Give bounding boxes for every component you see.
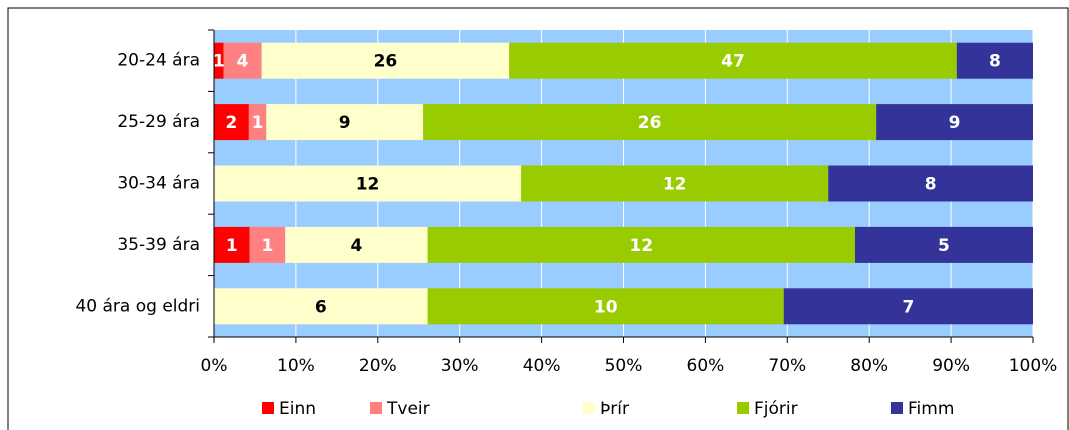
bar-segment [249, 226, 286, 263]
bar-segment [214, 104, 249, 141]
data-label: 1 [261, 236, 273, 256]
y-tick-label: 25-29 ára [117, 112, 200, 132]
data-label: 26 [638, 113, 662, 133]
bar-segment [854, 226, 1033, 263]
data-label: 1 [252, 113, 264, 133]
data-label: 12 [629, 236, 653, 256]
x-tick-label: 100% [1009, 356, 1058, 376]
legend-label: Fimm [908, 399, 954, 419]
legend-label: Tveir [386, 399, 430, 419]
x-tick-label: 60% [687, 356, 725, 376]
bar-segment [214, 165, 522, 202]
data-label: 8 [925, 175, 937, 195]
bar-segment [509, 42, 957, 79]
x-tick-label: 90% [932, 356, 970, 376]
bar-segment [783, 288, 1033, 325]
x-tick-label: 10% [277, 356, 315, 376]
data-label: 9 [949, 113, 961, 133]
x-tick-label: 20% [359, 356, 397, 376]
data-label: 7 [902, 297, 914, 317]
bar-segment [427, 288, 784, 325]
data-label: 12 [663, 175, 687, 195]
x-tick-label: 80% [850, 356, 888, 376]
legend-swatch [370, 402, 382, 414]
y-tick-label: 30-34 ára [117, 174, 200, 194]
y-tick-label: 20-24 ára [117, 51, 200, 71]
legend-label: Einn [279, 399, 316, 419]
data-label: 10 [594, 297, 618, 317]
x-tick-label: 70% [768, 356, 806, 376]
data-label: 4 [237, 52, 249, 72]
legend-swatch [891, 402, 903, 414]
bar-segment [828, 165, 1033, 202]
legend-swatch [262, 402, 274, 414]
x-tick-label: 30% [441, 356, 479, 376]
bar-segment [248, 104, 267, 141]
data-label: 6 [315, 297, 327, 317]
bar-segment [214, 226, 250, 263]
data-label: 4 [351, 236, 363, 256]
data-label: 8 [989, 52, 1001, 72]
bar-segment [956, 42, 1033, 79]
bar-segment [285, 226, 428, 263]
x-tick-label: 0% [201, 356, 228, 376]
legend-label: Fjórir [754, 399, 798, 419]
bar-segment [214, 288, 428, 325]
data-label: 47 [721, 52, 745, 72]
bar-segment [427, 226, 855, 263]
x-tick-label: 40% [523, 356, 561, 376]
bar-segment [266, 104, 424, 141]
chart-frame [7, 7, 1069, 430]
bar-segment [423, 104, 877, 141]
bar-segment [876, 104, 1033, 141]
data-label: 9 [339, 113, 351, 133]
data-label: 1 [226, 236, 238, 256]
bar-segment [214, 42, 224, 79]
legend-swatch [583, 402, 595, 414]
bar-segment [261, 42, 510, 79]
data-label: 2 [226, 113, 238, 133]
y-tick-label: 40 ára og eldri [75, 296, 200, 316]
bar-segment [223, 42, 262, 79]
data-label: 5 [938, 236, 950, 256]
data-label: 26 [374, 52, 398, 72]
legend-swatch [737, 402, 749, 414]
y-tick-label: 35-39 ára [117, 235, 200, 255]
data-label: 12 [356, 175, 380, 195]
legend-label: Þrír [600, 399, 629, 419]
x-tick-label: 50% [605, 356, 643, 376]
bar-segment [521, 165, 829, 202]
data-label: 1 [213, 52, 225, 72]
